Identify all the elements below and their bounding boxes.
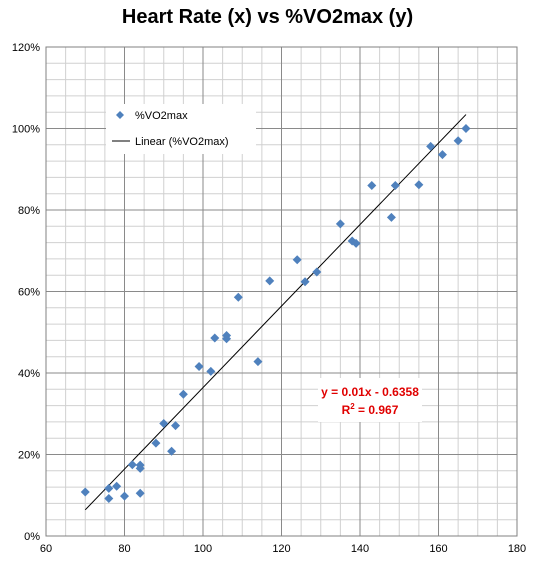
data-points — [80, 124, 471, 504]
data-point — [233, 292, 243, 302]
equation-label: y = 0.01x - 0.6358 — [321, 385, 419, 399]
data-point — [104, 494, 114, 504]
legend: %VO2max Linear (%VO2max) — [106, 104, 256, 154]
x-tick-label: 180 — [508, 543, 526, 555]
chart-title: Heart Rate (x) vs %VO2max (y) — [121, 6, 414, 28]
data-point — [265, 276, 275, 286]
data-point — [210, 333, 220, 343]
data-point — [206, 366, 216, 376]
data-point — [112, 481, 122, 491]
data-point — [300, 277, 310, 287]
data-point — [335, 219, 345, 229]
y-tick-label: 80% — [18, 205, 40, 217]
y-tick-label: 100% — [12, 124, 40, 136]
y-tick-label: 40% — [18, 368, 40, 380]
data-point — [222, 334, 232, 344]
y-tick-label: 20% — [18, 450, 40, 462]
data-point — [367, 181, 377, 191]
y-tick-label: 120% — [12, 42, 40, 54]
data-point — [127, 460, 137, 470]
data-point — [390, 181, 400, 191]
data-point — [386, 212, 396, 222]
x-tick-label: 120 — [272, 543, 290, 555]
y-tick-label: 0% — [24, 531, 40, 543]
x-tick-label: 80 — [118, 543, 130, 555]
data-point — [120, 491, 129, 501]
data-point — [194, 361, 204, 371]
data-point — [104, 483, 114, 493]
data-point — [135, 488, 145, 498]
data-point — [178, 389, 188, 399]
plot-area — [45, 46, 518, 537]
data-point — [135, 463, 145, 473]
data-point — [80, 487, 90, 497]
x-tick-label: 60 — [40, 543, 52, 555]
y-tick-label: 60% — [18, 287, 40, 299]
x-tick-label: 160 — [429, 543, 447, 555]
data-point — [461, 124, 471, 133]
data-point — [453, 136, 463, 146]
y-axis-ticks: 0% 20% 40% 60% 80% 100% 120% — [12, 42, 40, 543]
x-tick-label: 140 — [351, 543, 369, 555]
trendline-equation: y = 0.01x - 0.6358 R2 = 0.967 — [318, 378, 422, 422]
data-point — [167, 446, 177, 456]
data-point — [151, 438, 161, 448]
legend-series-label: %VO2max — [135, 110, 188, 122]
data-point — [351, 238, 361, 248]
x-axis-ticks: 60 80 100 120 140 160 180 — [40, 543, 526, 555]
data-point — [253, 357, 263, 367]
trendline — [84, 114, 467, 511]
data-point — [312, 267, 322, 277]
data-point — [159, 419, 169, 429]
legend-trendline-label: Linear (%VO2max) — [135, 136, 229, 148]
data-point — [426, 141, 436, 151]
x-tick-label: 100 — [194, 543, 212, 555]
data-point — [437, 150, 447, 160]
data-point — [414, 180, 424, 190]
data-point — [292, 255, 302, 265]
data-point — [171, 421, 181, 431]
legend-diamond-marker — [116, 111, 124, 119]
r-squared-label: R2 = 0.967 — [342, 402, 399, 417]
